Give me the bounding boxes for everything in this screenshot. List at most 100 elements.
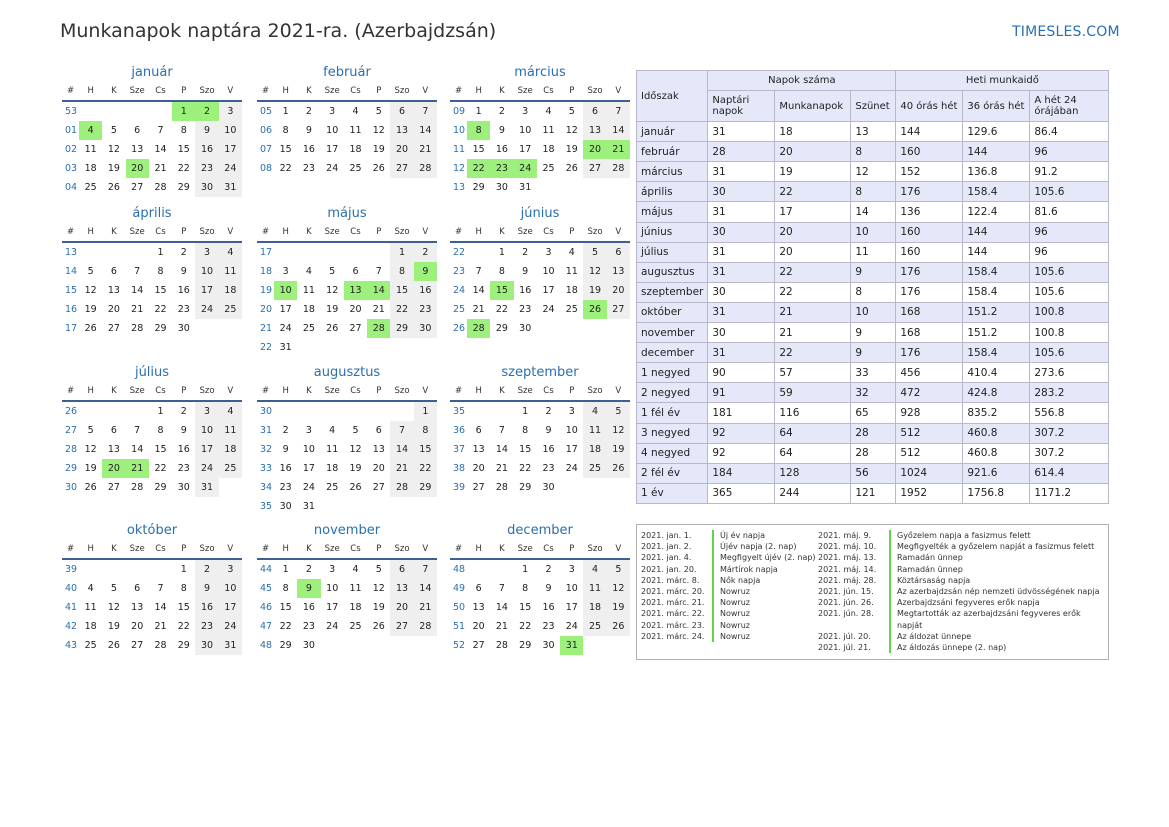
day-cell: 18	[302, 304, 315, 315]
week-number: 38	[453, 463, 466, 474]
month-calendar: augusztus # H K Sze Cs P Szo V 30 1 31 2 3 4 5 6 7 8 32 9 10 1…	[257, 364, 437, 516]
day-cell: 21	[125, 459, 149, 478]
holiday-date: 2021. jan. 1.	[641, 531, 692, 540]
holiday-marker	[712, 530, 714, 542]
day-cell: 21	[372, 304, 385, 315]
day-cell: 30	[542, 640, 555, 651]
stats-value: 19	[774, 161, 852, 183]
day-cell: 27	[131, 640, 144, 651]
week-number: 25	[453, 304, 466, 315]
weekday-header: #	[257, 382, 274, 402]
month-name: február	[323, 65, 371, 80]
day-cell	[321, 636, 344, 655]
day-cell: 5	[375, 106, 382, 117]
weekday-header: V	[413, 223, 437, 243]
day-cell: 28	[390, 478, 414, 497]
day-cell: 10	[195, 421, 219, 440]
stats-row: szeptember 30 22 8 176 158.4 105.6	[635, 281, 1110, 303]
day-cell: 16	[542, 444, 555, 455]
day-cell: 22	[519, 621, 532, 632]
day-cell: 2	[413, 242, 437, 262]
holiday-marker	[712, 574, 714, 586]
day-cell: 2	[305, 106, 312, 117]
holiday-name: Azerbajdzsáni fegyveres erők napja	[897, 598, 1040, 608]
day-cell: 28	[413, 159, 437, 178]
stats-value: 1171.2	[1029, 482, 1110, 504]
stats-value: 158.4	[962, 181, 1031, 203]
month-grid: # H K Sze Cs P Szo V 09 1 2 3 4 5 6 7 10 8 9 10 11 12 13 14 11 15…	[450, 82, 630, 197]
day-cell	[367, 338, 390, 357]
period-label: 1 negyed	[635, 362, 709, 384]
day-cell: 17	[218, 598, 242, 617]
stats-value: 144	[962, 221, 1031, 243]
weekday-header: Cs	[148, 540, 173, 560]
stats-value: 9	[850, 322, 897, 344]
holiday-date-spacer	[818, 620, 884, 631]
stats-value: 365	[707, 482, 776, 504]
stats-value: 424.8	[962, 382, 1031, 404]
weekday-header: V	[218, 382, 242, 402]
day-cell: 13	[372, 444, 385, 455]
holiday-date: 2021. márc. 21.	[641, 598, 705, 608]
stats-value: 160	[895, 241, 964, 263]
day-cell	[560, 478, 583, 497]
day-cell	[126, 101, 149, 121]
day-cell	[126, 401, 149, 421]
day-cell: 23	[542, 463, 555, 474]
day-cell: 6	[475, 425, 482, 436]
brand-link[interactable]: TIMESLES.COM	[1012, 24, 1120, 40]
day-cell: 8	[180, 583, 187, 594]
day-cell	[79, 559, 102, 579]
stats-value: 244	[774, 482, 852, 504]
stats-value: 176	[895, 181, 964, 203]
week-number: 26	[65, 406, 78, 417]
day-cell: 6	[352, 266, 359, 277]
week-number: 12	[453, 163, 466, 174]
day-cell: 18	[583, 440, 607, 459]
month-grid: # H K Sze Cs P Szo V 17 1 2 18 3 4 5 6 7 8 9 19 10 11 12 13 14 15…	[257, 223, 437, 357]
week-number: 31	[260, 425, 273, 436]
day-cell: 14	[495, 602, 508, 613]
holiday-list: 2021. jan. 1. Új év napja 2021. jan. 2. Újé…	[636, 524, 1109, 660]
weekday-header: H	[274, 382, 298, 402]
weekday-header: #	[450, 382, 467, 402]
week-number: 08	[260, 163, 273, 174]
day-cell: 10	[542, 266, 555, 277]
weekday-header: P	[367, 82, 391, 102]
day-cell: 29	[177, 182, 190, 193]
day-cell: 16	[302, 144, 315, 155]
stats-value: 158.4	[962, 261, 1031, 283]
week-number: 36	[453, 425, 466, 436]
holiday-name-continued: napját	[897, 620, 923, 630]
day-cell: 27	[390, 159, 414, 178]
day-cell	[367, 497, 390, 516]
day-cell: 9	[180, 266, 187, 277]
day-cell: 17	[195, 440, 219, 459]
day-cell: 20	[390, 598, 414, 617]
day-cell: 14	[367, 281, 391, 300]
stats-row: 1 negyed 90 57 33 456 410.4 273.6	[635, 362, 1110, 384]
day-cell: 19	[606, 598, 630, 617]
week-number: 48	[453, 564, 466, 575]
weekday-header: H	[274, 540, 298, 560]
day-cell: 14	[413, 121, 437, 140]
weekday-header: H	[274, 82, 298, 102]
day-cell: 16	[495, 144, 508, 155]
day-cell: 24	[218, 159, 242, 178]
holiday-item: 2021. máj. 28. Köztársaság napja	[818, 574, 1100, 586]
stats-value: 90	[707, 362, 776, 384]
period-label: november	[635, 322, 709, 344]
day-cell: 25	[326, 482, 339, 493]
holiday-item: 2021. márc. 20. Nowruz	[641, 585, 816, 598]
weekday-header: Sze	[513, 382, 537, 402]
stats-value: 8	[850, 141, 897, 163]
holiday-date: 2021. júl. 20.	[818, 631, 871, 641]
holiday-date: 2021. máj. 13.	[818, 553, 877, 563]
day-cell	[607, 478, 630, 497]
stats-value: 31	[707, 241, 776, 263]
day-cell: 30	[302, 640, 315, 651]
holiday-name: Új év napja	[720, 531, 765, 540]
day-cell: 9	[195, 121, 219, 140]
day-cell: 27	[472, 640, 485, 651]
day-cell	[344, 338, 367, 357]
